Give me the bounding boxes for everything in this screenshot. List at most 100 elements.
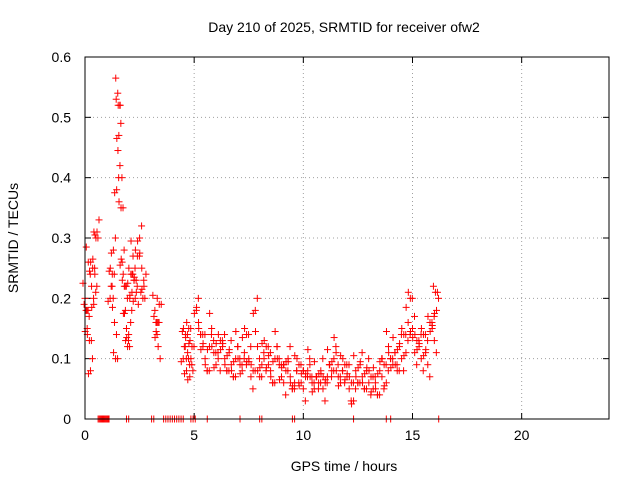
data-point [411, 331, 419, 339]
data-point [91, 231, 99, 239]
data-point [186, 337, 194, 345]
data-point [232, 328, 240, 336]
data-point [262, 364, 270, 372]
data-point [193, 303, 201, 311]
data-point [387, 364, 395, 372]
x-tick-label: 20 [514, 427, 530, 443]
y-tick-label: 0.3 [52, 230, 72, 246]
data-point [251, 328, 259, 336]
data-point [117, 119, 125, 127]
data-point [297, 361, 305, 369]
data-point [369, 364, 377, 372]
data-point [328, 373, 336, 381]
y-tick-label: 0.1 [52, 351, 72, 367]
data-point [150, 312, 158, 320]
data-point [260, 355, 268, 363]
data-point [156, 355, 164, 363]
data-point [113, 134, 121, 142]
data-point [269, 358, 277, 366]
data-point [227, 337, 235, 345]
data-point [116, 101, 124, 109]
data-point [122, 282, 130, 290]
data-point [238, 334, 246, 342]
data-point [210, 364, 218, 372]
data-point [89, 255, 97, 263]
data-point [249, 309, 257, 317]
data-point [240, 349, 248, 357]
data-point [247, 343, 255, 351]
data-point [323, 379, 331, 387]
data-point [95, 216, 103, 224]
data-point [276, 376, 283, 384]
data-point [225, 346, 233, 354]
data-point [306, 361, 314, 369]
data-point [109, 294, 117, 302]
data-point [107, 249, 115, 257]
x-tick-label: 0 [81, 427, 89, 443]
data-point [253, 294, 261, 302]
data-point [422, 346, 430, 354]
data-point [345, 385, 353, 393]
data-point [286, 373, 294, 381]
data-point [184, 349, 192, 357]
data-point [201, 361, 209, 369]
data-point [372, 385, 380, 393]
data-point [328, 358, 336, 366]
data-point [367, 388, 375, 396]
data-point [253, 343, 261, 351]
data-point [127, 318, 135, 326]
data-point [230, 358, 238, 366]
data-point [341, 376, 349, 384]
data-point [152, 328, 160, 336]
data-point [120, 309, 128, 317]
data-point [223, 352, 231, 360]
data-point [137, 288, 145, 296]
data-point [424, 312, 432, 320]
data-point [115, 198, 123, 206]
data-point [132, 276, 140, 284]
data-point [178, 328, 186, 336]
data-point [433, 288, 441, 296]
data-point [306, 355, 314, 363]
data-point [93, 282, 101, 290]
y-tick-label: 0.5 [52, 109, 72, 125]
data-point [393, 346, 401, 354]
data-point [201, 355, 209, 363]
data-point [197, 346, 205, 354]
data-point [181, 370, 189, 378]
data-point [234, 343, 242, 351]
data-point [378, 355, 386, 363]
data-point [125, 264, 133, 272]
data-point [391, 361, 399, 369]
data-point [138, 222, 146, 230]
data-point [332, 367, 340, 375]
data-point [431, 309, 439, 317]
data-point [290, 385, 298, 393]
data-point [371, 379, 379, 387]
data-point [293, 367, 301, 375]
data-point [91, 270, 99, 278]
data-point [256, 364, 264, 372]
data-point [260, 337, 268, 345]
data-point [206, 309, 214, 317]
y-tick-label: 0 [63, 411, 71, 427]
data-point [217, 346, 225, 354]
data-point [112, 331, 120, 339]
data-point [201, 331, 209, 339]
data-point [157, 300, 165, 308]
data-point [308, 388, 316, 396]
data-point [319, 355, 327, 363]
data-point [203, 346, 211, 354]
data-point [376, 391, 384, 399]
data-point [219, 340, 227, 348]
data-point [136, 249, 144, 257]
data-point [430, 337, 438, 345]
data-point [84, 306, 92, 314]
data-point [231, 373, 239, 381]
data-point [271, 328, 279, 336]
data-point [212, 340, 220, 348]
data-point [118, 276, 126, 284]
data-point [267, 367, 275, 375]
data-point [138, 264, 146, 272]
